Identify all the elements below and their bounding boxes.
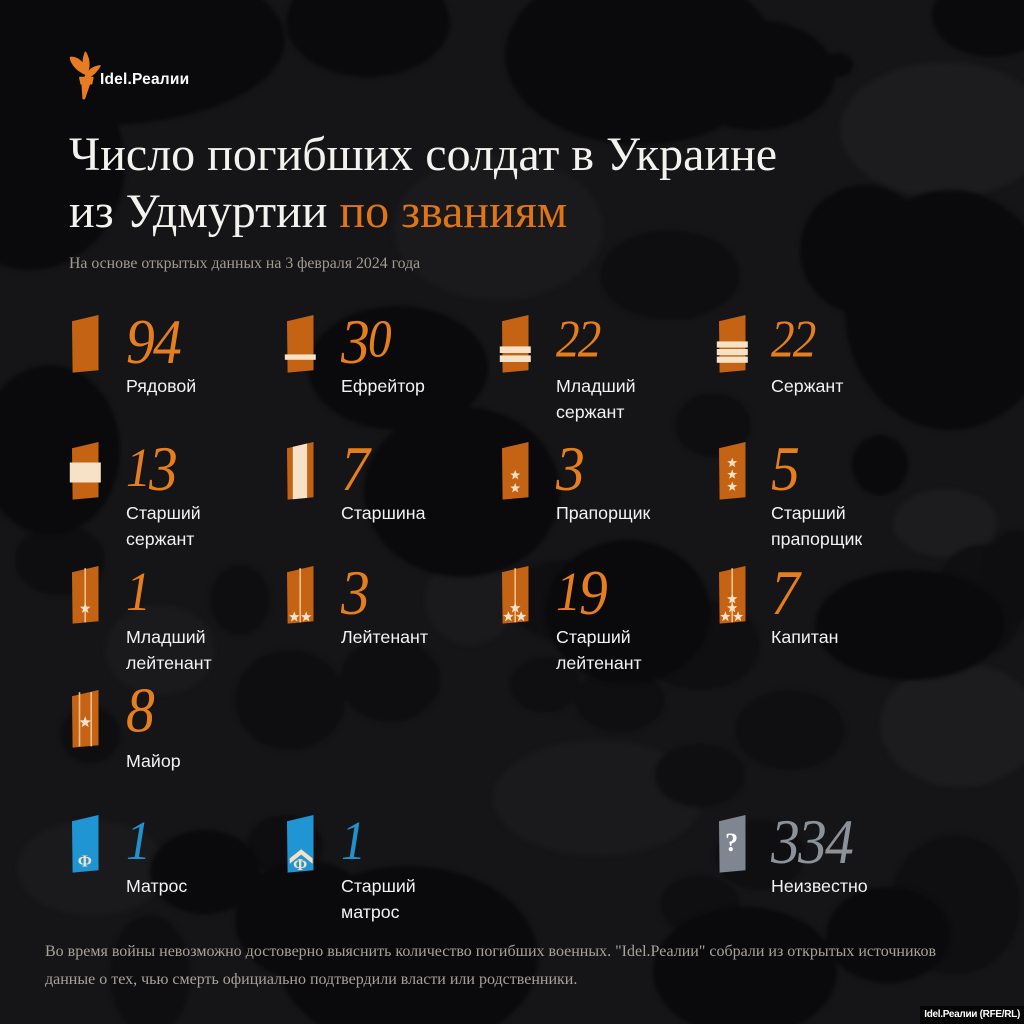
svg-text:?: ?	[725, 828, 738, 857]
svg-text:Φ: Φ	[78, 852, 92, 871]
svg-text:Φ: Φ	[293, 855, 307, 874]
